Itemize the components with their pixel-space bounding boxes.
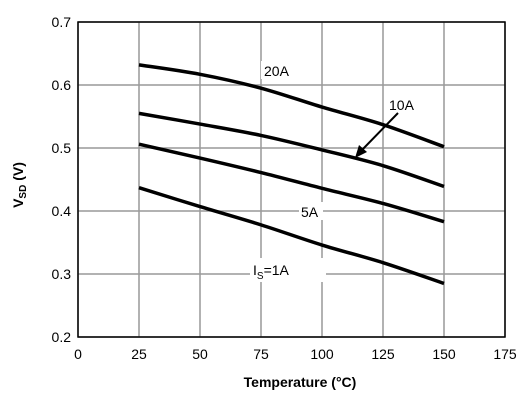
x-tick-label: 75 (253, 346, 269, 362)
label-bg-1a (250, 258, 326, 282)
y-axis-title: VSD (V) (10, 162, 29, 208)
series-line-5a (138, 142, 445, 224)
x-tick-label: 150 (432, 346, 456, 362)
series-label-10a: 10A (389, 97, 415, 113)
plot-frame (77, 21, 506, 338)
y-tick-label: 0.4 (52, 203, 72, 219)
x-tick-label: 50 (192, 346, 208, 362)
y-tick-label: 0.7 (52, 14, 72, 30)
tick-labels: 0 25 50 75 100 125 150 175 0.2 0.3 0.4 0.5 0.6 0.7 (52, 14, 517, 362)
y-tick-label: 0.3 (52, 266, 72, 282)
x-tick-label: 25 (131, 346, 147, 362)
x-tick-label: 100 (310, 346, 334, 362)
series-label-5a: 5A (301, 204, 319, 220)
series-label-20a: 20A (264, 63, 290, 79)
x-tick-label: 125 (371, 346, 395, 362)
label-bg-5a (299, 202, 323, 220)
y-tick-label: 0.2 (52, 329, 72, 345)
label-bg-10a (386, 95, 422, 113)
x-tick-label: 0 (74, 346, 82, 362)
x-tick-label: 175 (493, 346, 517, 362)
series-label-1a: IS=1A (253, 262, 290, 282)
series-line-is-1a (138, 186, 445, 286)
y-tick-label: 0.5 (52, 140, 72, 156)
arrow-10a-shaft (360, 112, 399, 152)
series-line-10a (138, 111, 445, 189)
x-axis-title: Temperature (°C) (244, 374, 357, 390)
series-line-20a (138, 63, 445, 149)
arrow-10a-head (355, 145, 367, 158)
y-tick-label: 0.6 (52, 77, 72, 93)
series-lines (138, 63, 445, 286)
label-bg-20a (261, 61, 297, 79)
